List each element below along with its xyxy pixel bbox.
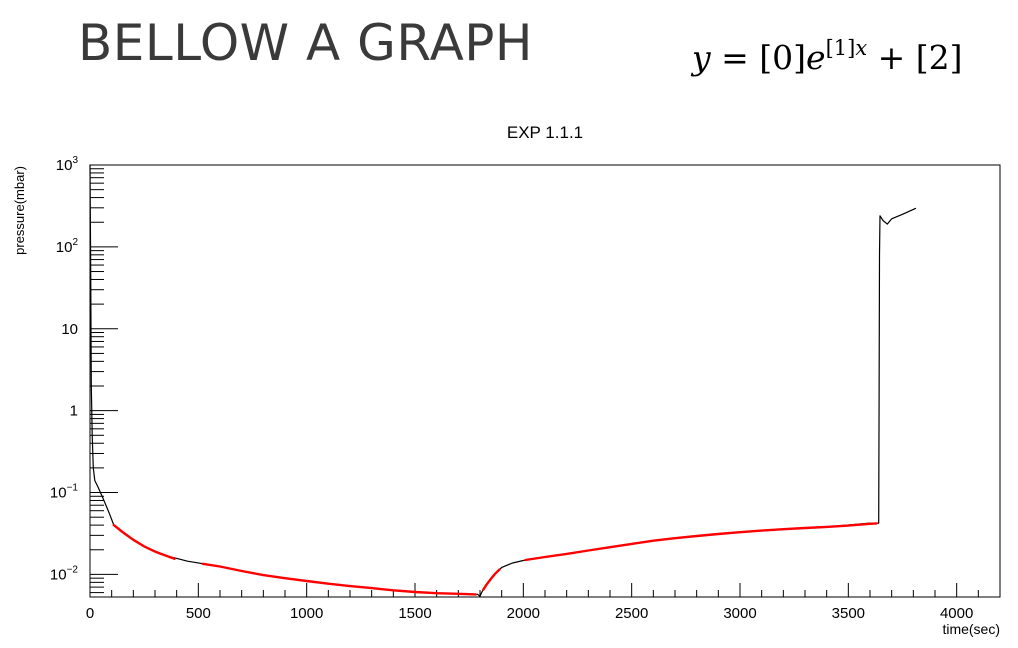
y-tick-label-base: 10 — [61, 321, 78, 338]
y-tick-label-exponent: −2 — [67, 564, 79, 575]
fit-curve-segment — [524, 522, 878, 562]
x-axis-ticks: 0 500 1000 1500 2000 2500 3000 3500 4000 — [86, 583, 1001, 622]
fit-curve-segment — [112, 523, 176, 560]
series-layer — [89, 164, 917, 597]
x-tick-label: 1500 — [398, 605, 431, 622]
y-tick-label-base: 10 — [56, 157, 73, 174]
x-tick-label: 3500 — [832, 605, 865, 622]
slide-title: BELLOW A GRAPH — [78, 14, 534, 72]
chart-title: EXP 1.1.1 — [507, 123, 583, 142]
y-tick-label-base: 10 — [56, 239, 73, 256]
y-tick-label-base: 10 — [50, 566, 67, 583]
y-tick-label-exponent: 2 — [72, 237, 78, 248]
x-tick-label: 0 — [86, 605, 94, 622]
y-tick-label-base: 1 — [70, 403, 78, 420]
formula-tail: + [2] — [867, 38, 963, 77]
x-tick-label: 4000 — [940, 605, 973, 622]
x-tick-label: 3000 — [723, 605, 756, 622]
x-axis-label: time(sec) — [942, 621, 1000, 637]
y-tick-label-exponent: −1 — [67, 483, 79, 494]
formula-exponent: [1]x — [826, 36, 868, 60]
x-tick-label: 2000 — [507, 605, 540, 622]
formula-base: e — [806, 38, 826, 77]
x-tick-label: 1000 — [290, 605, 323, 622]
formula-exp-coeff: [1] — [825, 36, 856, 60]
plot-frame — [89, 164, 1001, 598]
y-axis-label: pressure(mbar) — [12, 166, 27, 255]
y-tick-label: 103 — [56, 155, 79, 174]
y-tick-label: 1 — [70, 403, 78, 420]
formula-lhs: y — [692, 38, 711, 77]
y-tick-label: 10 — [61, 321, 78, 338]
formula-coeff0: = [0] — [710, 38, 807, 77]
x-tick-label: 2500 — [615, 605, 648, 622]
fit-curve-segment — [482, 568, 501, 591]
x-tick-label: 500 — [186, 605, 211, 622]
y-tick-label-exponent: 3 — [72, 155, 78, 166]
y-tick-label: 10−2 — [50, 564, 79, 583]
y-tick-label: 10−1 — [50, 483, 79, 502]
fit-formula: y = [0]e[1]x + [2] — [692, 36, 963, 78]
pressure-data-line — [89, 164, 917, 597]
fit-curve-segment — [201, 562, 477, 596]
y-tick-label: 102 — [56, 237, 79, 256]
y-tick-label-base: 10 — [50, 485, 67, 502]
formula-exp-var: x — [855, 36, 868, 60]
